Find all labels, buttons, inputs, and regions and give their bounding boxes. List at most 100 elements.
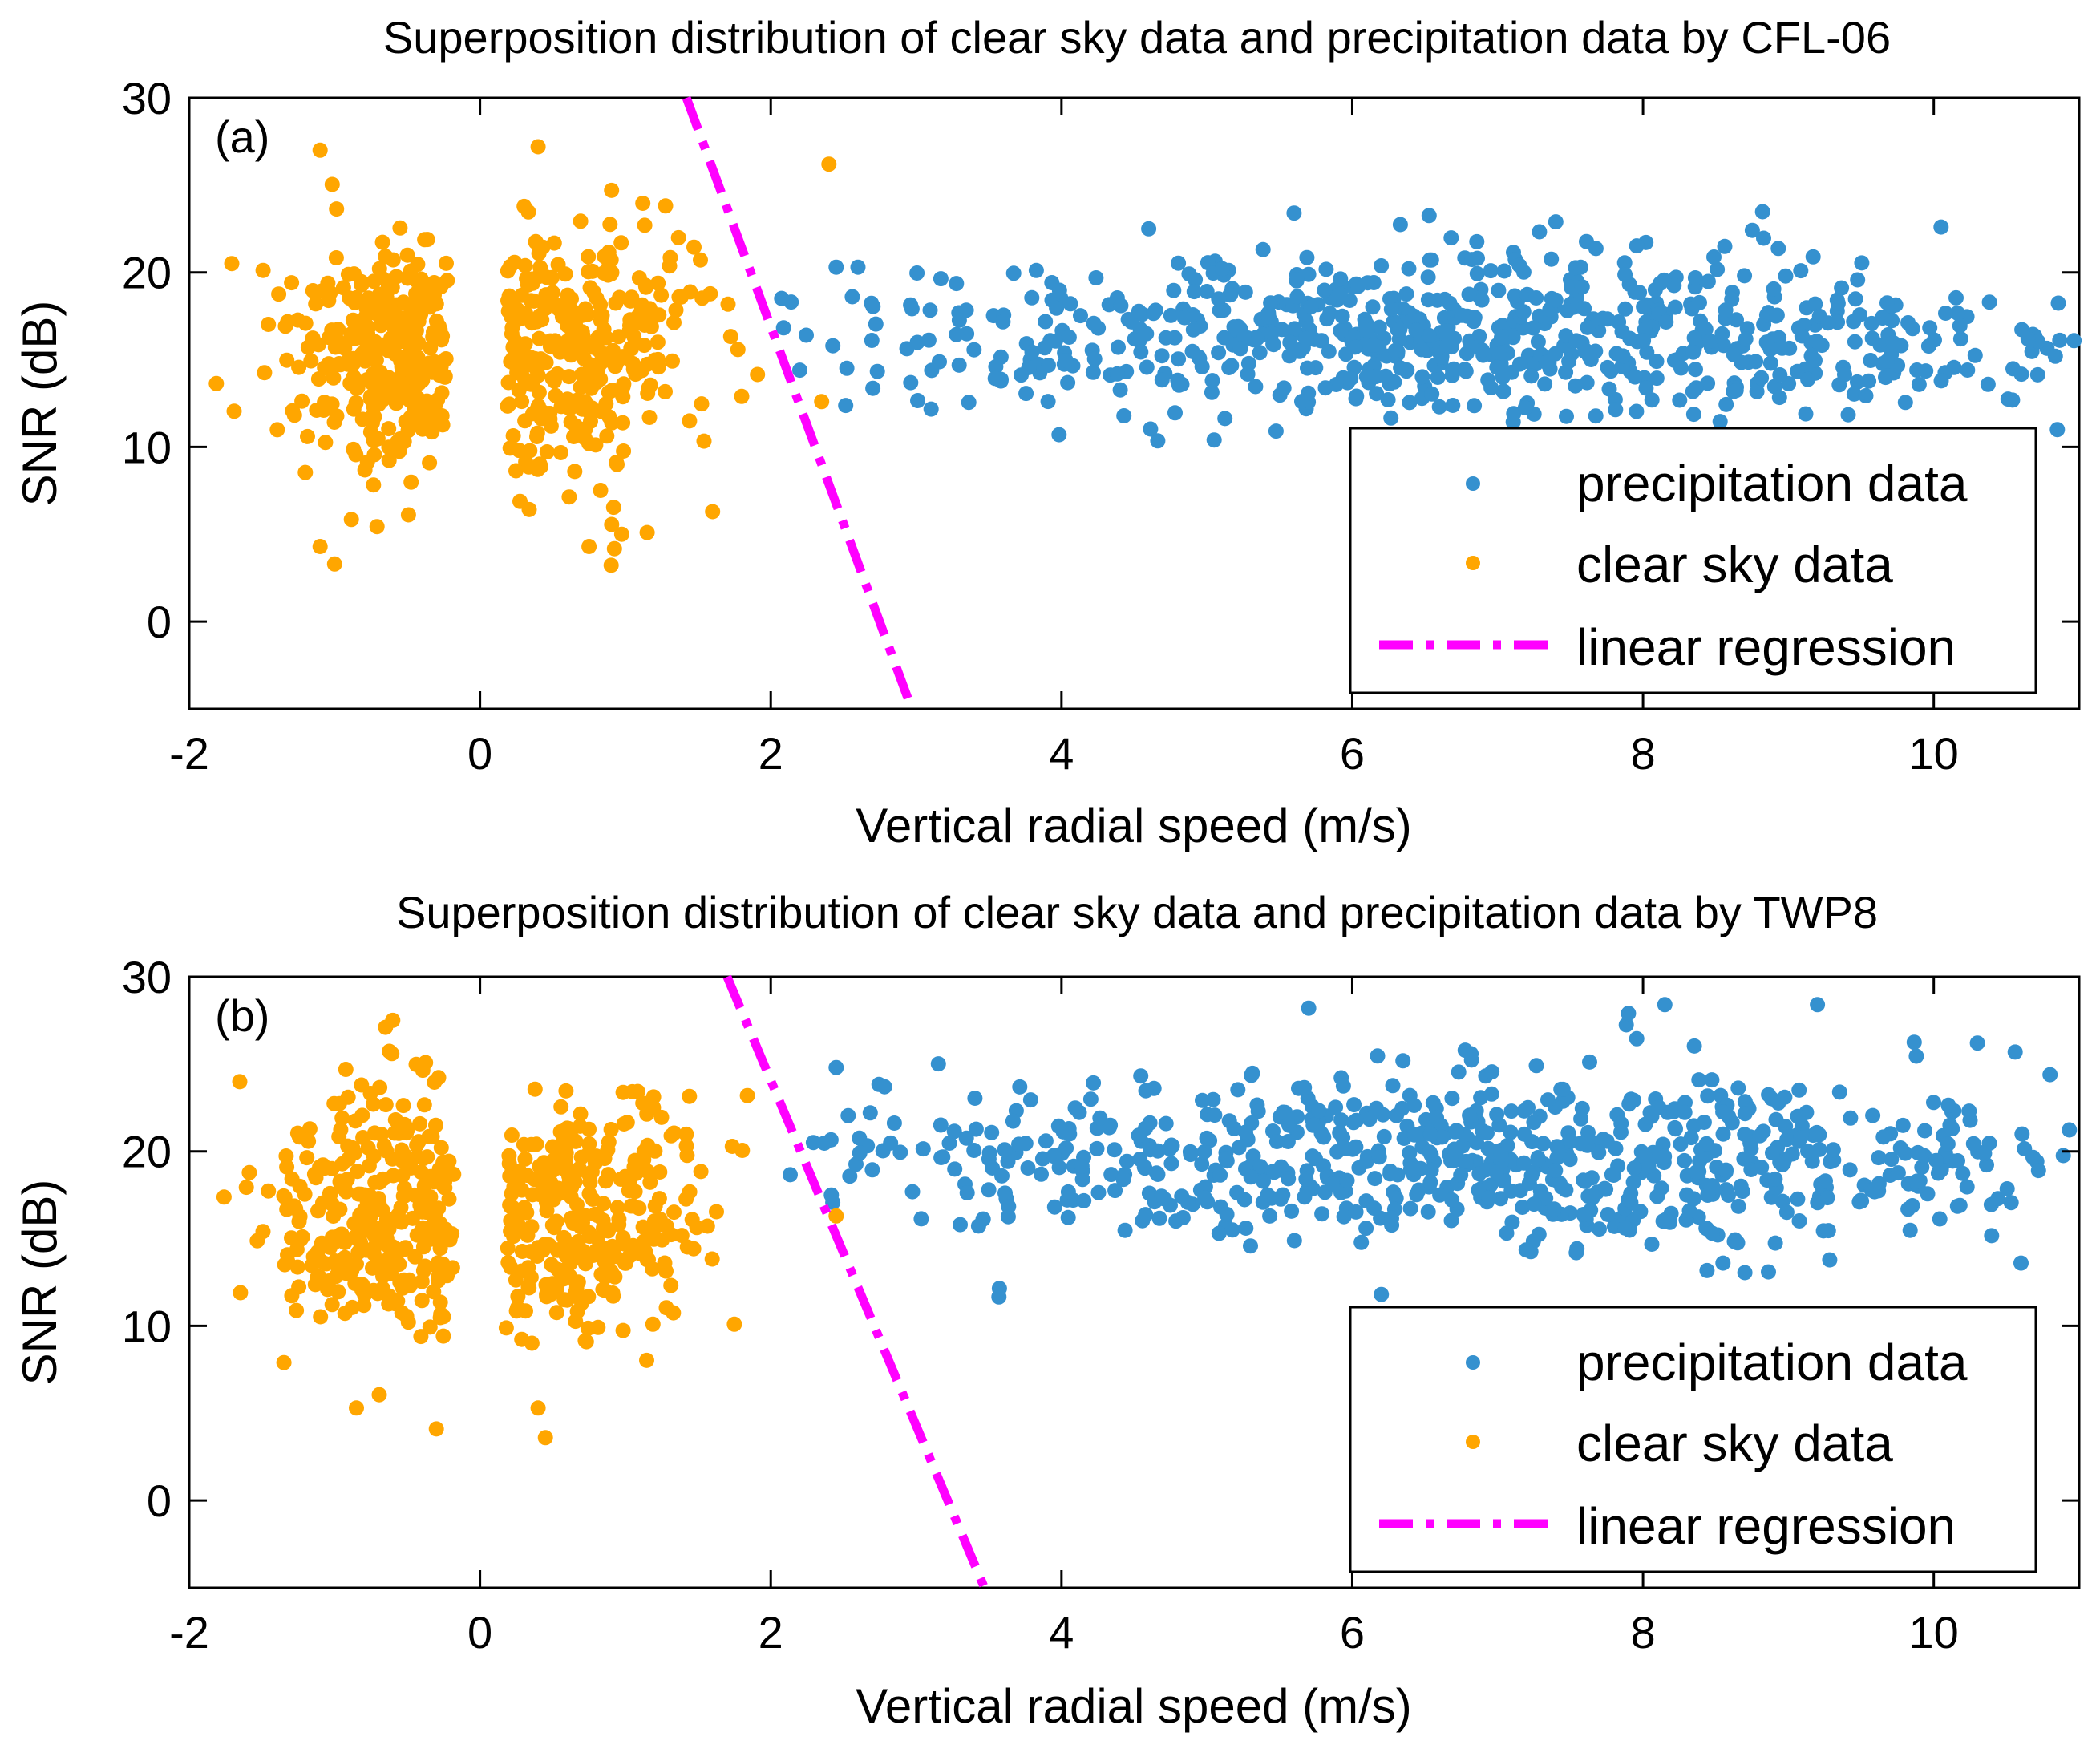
precipitation-point [1704, 1225, 1720, 1241]
precipitation-point [1494, 330, 1509, 346]
clear-sky-point [670, 229, 686, 245]
precipitation-point [1770, 241, 1786, 257]
clear-sky-point [289, 1302, 305, 1318]
precipitation-point [1811, 1141, 1827, 1157]
precipitation-point [1914, 1160, 1930, 1175]
clear-sky-point [422, 1319, 438, 1335]
precipitation-point [864, 1162, 880, 1178]
precipitation-point [1353, 1234, 1370, 1250]
precipitation-point [1395, 1053, 1411, 1069]
precipitation-point [1451, 1064, 1467, 1080]
precipitation-point [1516, 1103, 1532, 1119]
clear-sky-point [653, 287, 670, 303]
precipitation-point [1457, 1042, 1473, 1059]
precipitation-point [1948, 289, 1964, 306]
y-tick-label: 30 [122, 952, 172, 1002]
precipitation-point [1082, 1091, 1099, 1107]
x-tick-label: 0 [467, 1607, 492, 1658]
clear-sky-point [375, 1269, 390, 1284]
clear-sky-point [419, 1149, 435, 1165]
clear-sky-point [393, 349, 408, 365]
precipitation-point [838, 398, 854, 414]
precipitation-point [1211, 345, 1227, 361]
precipitation-point [1184, 343, 1200, 359]
clear-sky-point [504, 326, 520, 342]
precipitation-point [958, 1130, 974, 1146]
clear-sky-point [238, 1180, 254, 1196]
x-tick-label: 6 [1340, 1607, 1365, 1658]
legend-entry-regression: linear regression [1576, 618, 1956, 676]
precipitation-point [1014, 367, 1029, 383]
precipitation-point [1151, 1210, 1167, 1226]
precipitation-point [1615, 348, 1631, 364]
clear-sky-point [608, 295, 624, 311]
clear-sky-point [284, 1288, 300, 1304]
precipitation-point [1221, 360, 1237, 375]
clear-sky-point [369, 519, 385, 535]
precipitation-point [1793, 1130, 1809, 1146]
precipitation-point [1503, 1124, 1519, 1140]
precipitation-point [1902, 1222, 1918, 1238]
precipitation-point [1576, 1207, 1592, 1222]
precipitation-point [1616, 255, 1633, 271]
clear-sky-point [431, 1200, 447, 1217]
precipitation-point [1107, 1183, 1123, 1199]
precipitation-point [1657, 1148, 1673, 1164]
clear-sky-point [297, 464, 314, 480]
clear-sky-point [381, 421, 397, 437]
clear-sky-point [294, 393, 310, 409]
precipitation-point [1005, 265, 1022, 281]
clear-sky-point [328, 250, 344, 265]
precipitation-point [1371, 319, 1387, 335]
precipitation-point [1600, 1207, 1616, 1222]
precipitation-point [1086, 1075, 1102, 1091]
clear-sky-point [398, 1240, 414, 1256]
clear-sky-point [686, 1241, 702, 1257]
precipitation-point [1791, 1213, 1807, 1229]
precipitation-point [852, 1145, 868, 1161]
precipitation-point [1464, 252, 1480, 268]
precipitation-point [946, 1123, 962, 1140]
clear-sky-point [539, 1195, 554, 1211]
precipitation-point [1000, 1153, 1016, 1169]
clear-sky-point [386, 1249, 403, 1265]
precipitation-point [1588, 408, 1604, 424]
clear-sky-point [396, 1188, 412, 1204]
precipitation-point [1718, 1162, 1734, 1178]
clear-sky-point [326, 415, 342, 430]
clear-sky-point [640, 386, 656, 401]
precipitation-point [1378, 368, 1394, 384]
precipitation-point [1516, 1126, 1532, 1142]
precipitation-point [1918, 363, 1934, 379]
clear-sky-point [232, 1074, 248, 1090]
clear-sky-point [668, 302, 684, 318]
clear-sky-point [643, 318, 659, 334]
precipitation-point [1024, 344, 1040, 360]
clear-sky-point [398, 390, 414, 406]
clear-sky-point [329, 332, 345, 348]
clear-sky-point [437, 1174, 453, 1189]
precipitation-point [1060, 374, 1076, 391]
clear-sky-point [726, 1316, 742, 1332]
precipitation-point [1822, 1252, 1838, 1268]
precipitation-point [1141, 221, 1157, 237]
precipitation-point [1633, 1204, 1649, 1220]
clear-sky-point [500, 1254, 516, 1270]
precipitation-point [1156, 1191, 1172, 1207]
y-tick-label: 10 [122, 422, 172, 472]
clear-sky-point [292, 1178, 308, 1194]
clear-sky-point [372, 1079, 388, 1095]
precipitation-point [1777, 1089, 1793, 1105]
precipitation-point [1638, 380, 1654, 396]
clear-sky-point [241, 1164, 257, 1180]
clear-sky-point [508, 463, 524, 479]
precipitation-point [1211, 1225, 1227, 1241]
clear-sky-point [279, 352, 295, 368]
precipitation-point [1325, 1176, 1340, 1192]
clear-sky-point [433, 1140, 449, 1156]
clear-sky-point [392, 220, 408, 236]
precipitation-point [1369, 1100, 1384, 1116]
precipitation-point [915, 1141, 931, 1157]
precipitation-point [1333, 286, 1349, 302]
clear-sky-point [611, 329, 627, 345]
